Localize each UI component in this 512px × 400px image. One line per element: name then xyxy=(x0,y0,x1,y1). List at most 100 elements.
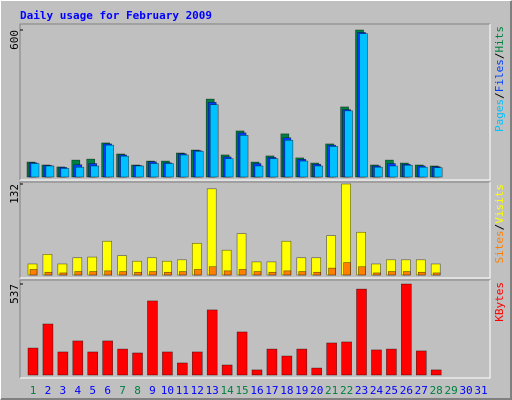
legend-separator: / xyxy=(493,224,506,231)
bar xyxy=(105,144,114,178)
bar xyxy=(162,351,173,376)
bar xyxy=(206,309,218,376)
bar xyxy=(343,262,351,276)
bar xyxy=(373,272,381,276)
legend-entry: Hits xyxy=(493,26,506,53)
bar xyxy=(42,254,53,276)
bar xyxy=(57,351,69,376)
bevel xyxy=(20,182,491,279)
bar xyxy=(193,269,202,276)
bar xyxy=(326,342,337,376)
bevel xyxy=(20,280,491,379)
bar xyxy=(42,323,54,376)
bar xyxy=(296,348,308,376)
x-tick-label: 24 xyxy=(370,384,384,397)
x-tick-label: 18 xyxy=(280,384,293,397)
x-tick-label: 23 xyxy=(355,384,368,397)
bar xyxy=(29,269,38,276)
legend-entry: Sites xyxy=(493,230,506,263)
bar xyxy=(59,272,68,276)
bar xyxy=(135,165,144,178)
bar xyxy=(418,166,428,178)
bar xyxy=(266,348,278,376)
bar xyxy=(87,351,99,376)
x-tick-label: 9 xyxy=(149,384,156,397)
bar xyxy=(150,163,159,178)
legend-entry: KBytes xyxy=(493,282,506,322)
x-tick-label: 7 xyxy=(119,384,126,397)
x-tick-label: 1 xyxy=(30,384,37,397)
bar xyxy=(60,168,70,178)
legend-separator: / xyxy=(493,53,506,60)
bar xyxy=(344,110,353,178)
bar xyxy=(165,163,174,178)
bar xyxy=(433,167,443,178)
bar xyxy=(236,233,247,276)
x-tick-label: 25 xyxy=(385,384,398,397)
bar xyxy=(356,288,367,376)
bar xyxy=(417,271,426,276)
x-tick-label: 3 xyxy=(60,384,67,397)
bar xyxy=(30,163,40,178)
x-tick-label: 12 xyxy=(191,384,204,397)
x-tick-label: 4 xyxy=(74,384,81,397)
bar xyxy=(298,271,307,276)
bar xyxy=(119,271,127,276)
bar xyxy=(102,240,112,276)
bar xyxy=(238,269,247,276)
chart-title: Daily usage for February 2009 xyxy=(20,9,212,22)
bar xyxy=(208,266,217,276)
x-tick-label: 5 xyxy=(89,384,96,397)
x-tick-label: 28 xyxy=(430,384,443,397)
x-tick-label: 16 xyxy=(250,384,263,397)
bar xyxy=(224,158,234,178)
bar xyxy=(313,271,322,276)
bar xyxy=(117,348,128,376)
bar xyxy=(401,283,412,376)
bar xyxy=(388,271,396,276)
bar xyxy=(281,240,292,276)
bar xyxy=(311,367,323,376)
bar xyxy=(206,188,217,276)
bar xyxy=(329,146,338,178)
bar xyxy=(221,364,233,376)
bar xyxy=(90,165,100,178)
bar xyxy=(314,165,324,178)
x-tick-label: 17 xyxy=(265,384,278,397)
legend-separator: / xyxy=(493,92,506,99)
x-tick-label: 21 xyxy=(325,384,338,397)
legend-entry: Pages xyxy=(493,99,506,132)
legend-entry: Visits xyxy=(493,184,506,224)
bar xyxy=(191,351,203,376)
bar xyxy=(328,267,336,276)
x-tick-label: 14 xyxy=(221,384,235,397)
bar xyxy=(209,104,219,178)
x-tick-label: 11 xyxy=(176,384,189,397)
x-tick-label: 8 xyxy=(134,384,141,397)
bar xyxy=(358,266,366,276)
bar xyxy=(404,164,413,178)
bar xyxy=(177,362,188,376)
bar xyxy=(89,271,98,276)
bar xyxy=(284,139,294,178)
bar xyxy=(374,166,383,178)
bevel xyxy=(20,24,491,181)
bar xyxy=(45,165,55,178)
bar xyxy=(269,158,279,178)
legend: Pages/Files/Hits xyxy=(493,26,506,132)
bar xyxy=(44,271,53,276)
bar xyxy=(403,271,411,276)
x-tick-label: 29 xyxy=(445,384,458,397)
x-tick-label: 6 xyxy=(104,384,111,397)
bar xyxy=(386,348,397,376)
bar xyxy=(179,271,187,276)
legend: Sites/Visits xyxy=(493,184,506,264)
bar xyxy=(281,355,293,376)
bar xyxy=(251,369,263,376)
bar xyxy=(120,155,129,178)
bar xyxy=(341,341,352,376)
bar xyxy=(132,352,143,376)
bar xyxy=(341,183,351,276)
bar xyxy=(194,150,204,178)
